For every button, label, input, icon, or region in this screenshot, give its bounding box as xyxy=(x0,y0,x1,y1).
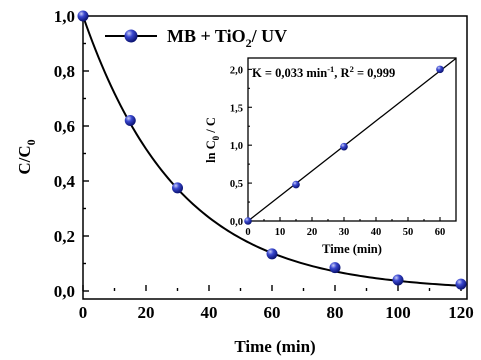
inset-chart: 0 10 20 30 40 50 60 0,0 0,5 1,0 1,5 2,0 K = 0,033 m… xyxy=(204,57,457,256)
main-points-layer xyxy=(77,10,467,290)
x-tick-label: 40 xyxy=(371,227,382,238)
y-tick-label: 0,8 xyxy=(54,62,75,81)
y-tick-label: 1,5 xyxy=(230,103,243,114)
x-tick-label: 10 xyxy=(275,227,286,238)
x-tick-label: 20 xyxy=(138,303,155,322)
y-tick-label: 0,5 xyxy=(230,179,243,190)
data-point xyxy=(244,217,252,225)
main-plot-frame xyxy=(82,15,468,300)
data-point xyxy=(292,180,300,189)
x-tick-label: 30 xyxy=(339,227,350,238)
x-tick-label: 80 xyxy=(327,303,344,322)
x-tick-label: 120 xyxy=(448,303,474,322)
main-x-axis-label: Time (min) xyxy=(234,337,315,356)
inset-annotation: K = 0,033 min-1, R2 = 0,999 xyxy=(252,64,395,80)
data-point xyxy=(329,262,341,274)
x-tick-label: 100 xyxy=(385,303,411,322)
y-tick-label: 0,0 xyxy=(230,217,243,228)
legend-marker xyxy=(124,29,138,43)
y-tick-label: 1,0 xyxy=(230,141,243,152)
x-tick-label: 0 xyxy=(245,227,250,238)
data-point xyxy=(172,182,183,194)
x-tick-label: 0 xyxy=(79,303,88,322)
data-point xyxy=(455,278,467,290)
data-point xyxy=(266,248,278,260)
x-tick-label: 40 xyxy=(201,303,218,322)
data-point xyxy=(392,274,404,286)
data-point xyxy=(340,142,348,151)
inset-fit-layer xyxy=(247,57,457,222)
y-tick-label: 0,4 xyxy=(54,172,76,191)
x-tick-label: 20 xyxy=(307,227,318,238)
inset-y-axis-label: ln C0 / C xyxy=(204,117,221,163)
legend: MB + TiO2/ UV xyxy=(105,26,287,50)
inset-x-axis-label: Time (min) xyxy=(322,242,382,256)
legend-label: MB + TiO2/ UV xyxy=(167,26,287,50)
inset-points-layer xyxy=(244,65,444,225)
x-tick-label: 60 xyxy=(264,303,281,322)
x-tick-label: 60 xyxy=(435,227,446,238)
x-tick-label: 50 xyxy=(403,227,414,238)
y-tick-label: 1,0 xyxy=(54,7,75,26)
main-y-axis-label: C/C0 xyxy=(15,139,38,174)
y-tick-label: 0,0 xyxy=(54,282,75,301)
fit-line xyxy=(247,57,457,222)
y-tick-label: 0,2 xyxy=(54,227,75,246)
y-tick-label: 0,6 xyxy=(54,117,75,136)
data-point xyxy=(124,115,136,126)
data-point xyxy=(77,10,89,22)
data-point xyxy=(436,65,444,74)
y-tick-label: 2,0 xyxy=(230,65,243,76)
